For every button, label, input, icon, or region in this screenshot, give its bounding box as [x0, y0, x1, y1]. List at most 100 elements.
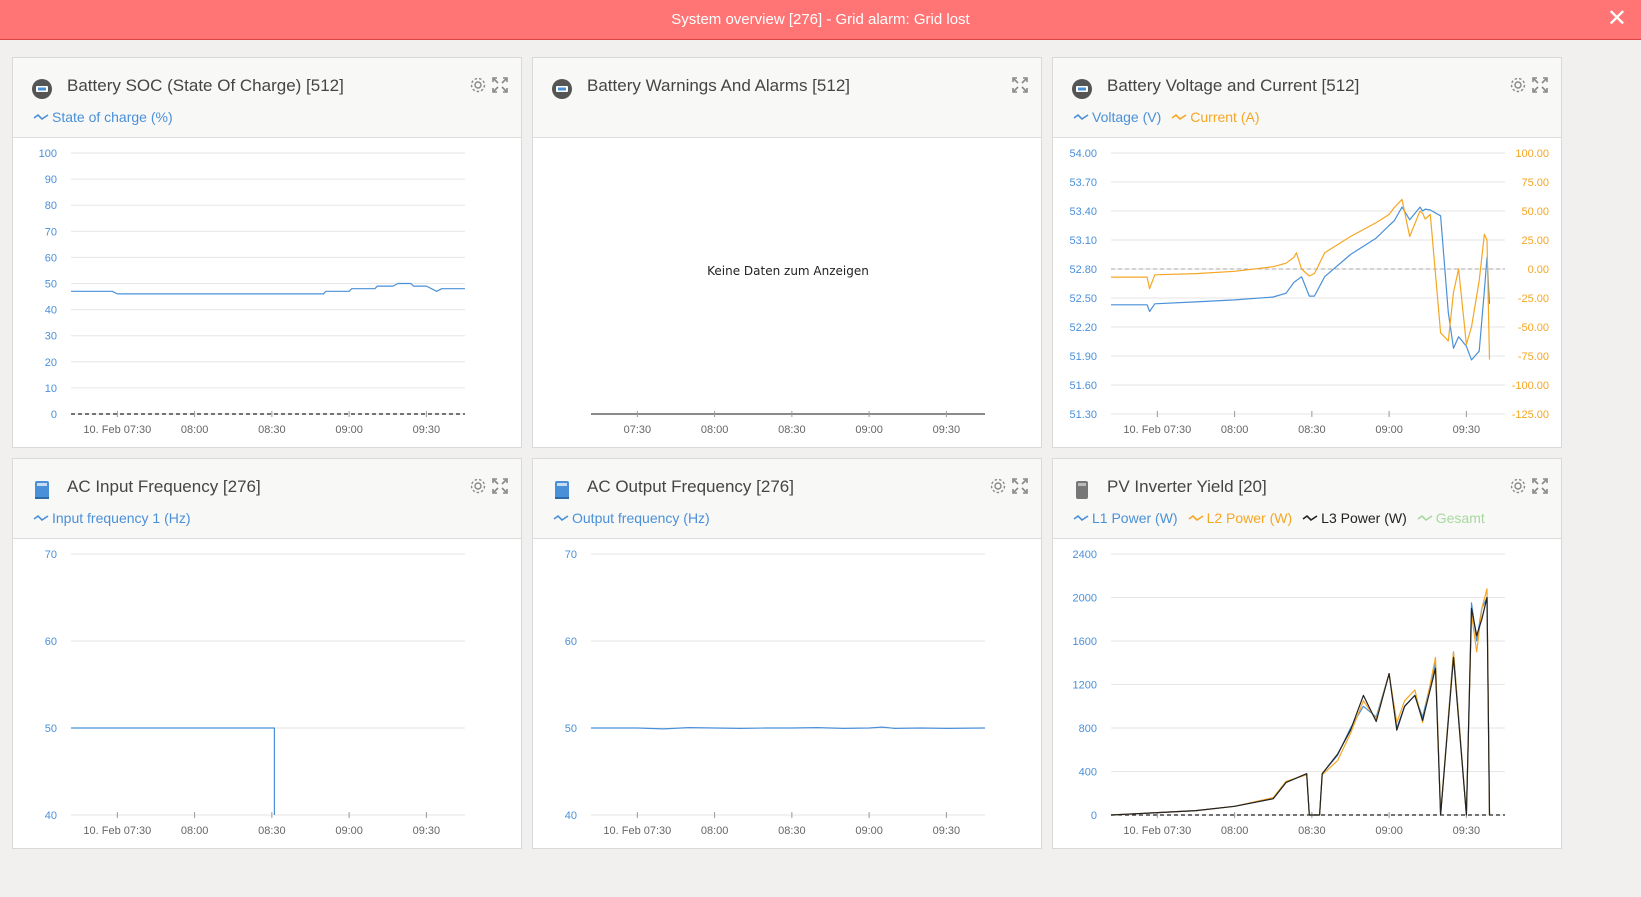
x-tick-label: 10. Feb 07:30 — [83, 825, 151, 837]
y-tick-label: 51.30 — [1069, 409, 1097, 421]
x-tick-label: 09:00 — [335, 825, 363, 837]
y2-tick-label: 0.00 — [1528, 264, 1549, 276]
y-tick-label: 53.10 — [1069, 235, 1097, 247]
battery-icon — [1071, 78, 1093, 100]
legend-item[interactable]: Current (A) — [1171, 109, 1260, 125]
legend-item[interactable]: Voltage (V) — [1073, 109, 1161, 125]
legend-label: Current (A) — [1190, 109, 1260, 125]
x-tick-label: 09:30 — [1453, 424, 1481, 436]
expand-icon[interactable] — [491, 76, 509, 94]
chart-legend: L1 Power (W) L2 Power (W) L3 Power (W) Gesa… — [1073, 510, 1485, 526]
chart-legend: Input frequency 1 (Hz) — [33, 510, 191, 526]
series-line — [1111, 198, 1491, 360]
widget-tools — [469, 477, 509, 495]
y-tick-label: 40 — [45, 810, 57, 822]
y-tick-label: 30 — [45, 331, 57, 343]
x-tick-label: 08:00 — [701, 825, 729, 837]
x-tick-label: 08:30 — [258, 424, 286, 436]
chart: Keine Daten zum Anzeigen 07:30 08:00 08:30 0… — [591, 264, 985, 436]
legend-item[interactable]: L2 Power (W) — [1188, 510, 1293, 526]
legend-label: L2 Power (W) — [1206, 510, 1293, 526]
widget-title: PV Inverter Yield [20] — [1107, 477, 1267, 496]
y-tick-label: 54.00 — [1069, 148, 1097, 160]
x-tick-label: 08:00 — [181, 424, 209, 436]
widget-tools — [1509, 76, 1549, 94]
x-tick-label: 09:00 — [335, 424, 363, 436]
no-data-message: Keine Daten zum Anzeigen — [707, 264, 869, 278]
close-icon[interactable]: ✕ — [1606, 5, 1627, 32]
series-line — [1111, 206, 1491, 361]
battery-icon — [551, 78, 573, 100]
y-tick-label: 20 — [45, 357, 57, 369]
y-tick-label: 40 — [45, 305, 57, 317]
expand-icon[interactable] — [1011, 477, 1029, 495]
widget-panel: Battery Warnings And Alarms [512] Keine D… — [532, 57, 1042, 448]
expand-icon[interactable] — [1531, 477, 1549, 495]
expand-icon[interactable] — [1011, 76, 1029, 94]
widget-title: AC Input Frequency [276] — [67, 477, 261, 496]
legend-item[interactable]: State of charge (%) — [33, 109, 173, 125]
y-tick-label: 53.40 — [1069, 206, 1097, 218]
y2-tick-label: 50.00 — [1521, 206, 1549, 218]
widget-header: Battery Voltage and Current [512] Voltage… — [1053, 58, 1561, 138]
y2-tick-label: -25.00 — [1518, 293, 1549, 305]
gear-icon[interactable] — [469, 76, 487, 94]
x-tick-label: 08:00 — [701, 424, 729, 436]
widget-header: Battery SOC (State Of Charge) [512] State… — [13, 58, 521, 138]
chart-legend: Voltage (V) Current (A) — [1073, 109, 1260, 125]
y-tick-label: 2000 — [1073, 593, 1097, 605]
x-tick-label: 10. Feb 07:30 — [83, 424, 151, 436]
y-tick-label: 53.70 — [1069, 177, 1097, 189]
legend-label: Input frequency 1 (Hz) — [52, 510, 191, 526]
legend-item[interactable]: Output frequency (Hz) — [553, 510, 710, 526]
pv-inverter-icon — [1071, 479, 1093, 501]
y-tick-label: 70 — [45, 226, 57, 238]
legend-label: Gesamt — [1435, 510, 1485, 526]
y2-tick-label: -125.00 — [1512, 409, 1549, 421]
legend-item[interactable]: Input frequency 1 (Hz) — [33, 510, 191, 526]
x-tick-label: 09:30 — [933, 424, 961, 436]
y2-tick-label: 75.00 — [1521, 177, 1549, 189]
y-tick-label: 40 — [565, 810, 577, 822]
widget-tools — [989, 477, 1029, 495]
series-line — [591, 726, 986, 730]
y-tick-label: 70 — [565, 549, 577, 561]
series-line — [71, 282, 465, 295]
x-tick-label: 09:30 — [933, 825, 961, 837]
y-tick-label: 800 — [1079, 723, 1097, 735]
y2-tick-label: 100.00 — [1515, 148, 1549, 160]
widget-header: PV Inverter Yield [20] L1 Power (W) L2 Pow… — [1053, 459, 1561, 539]
x-tick-label: 09:30 — [413, 424, 441, 436]
gear-icon[interactable] — [989, 477, 1007, 495]
legend-label: L1 Power (W) — [1092, 510, 1178, 526]
y-tick-label: 50 — [45, 723, 57, 735]
x-tick-label: 10. Feb 07:30 — [1123, 825, 1191, 837]
x-tick-label: 08:00 — [1221, 825, 1249, 837]
legend-item[interactable]: Gesamt — [1417, 510, 1485, 526]
x-tick-label: 08:30 — [1298, 424, 1326, 436]
legend-item[interactable]: L1 Power (W) — [1073, 510, 1178, 526]
expand-icon[interactable] — [1531, 76, 1549, 94]
y2-tick-label: -100.00 — [1512, 380, 1549, 392]
gear-icon[interactable] — [469, 477, 487, 495]
legend-item[interactable]: L3 Power (W) — [1302, 510, 1407, 526]
x-tick-label: 08:30 — [778, 424, 806, 436]
widget-panel: Battery Voltage and Current [512] Voltage… — [1052, 57, 1562, 448]
y-tick-label: 0 — [1091, 810, 1097, 822]
x-tick-label: 09:30 — [413, 825, 441, 837]
widget-tools — [469, 76, 509, 94]
inverter-icon — [31, 479, 53, 501]
y-tick-label: 50 — [45, 279, 57, 291]
y-tick-label: 51.60 — [1069, 380, 1097, 392]
gear-icon[interactable] — [1509, 76, 1527, 94]
y2-tick-label: 25.00 — [1521, 235, 1549, 247]
legend-label: Voltage (V) — [1092, 109, 1162, 125]
y-tick-label: 100 — [39, 148, 57, 160]
gear-icon[interactable] — [1509, 477, 1527, 495]
legend-label: Output frequency (Hz) — [572, 510, 710, 526]
x-tick-label: 08:30 — [778, 825, 806, 837]
expand-icon[interactable] — [491, 477, 509, 495]
widget-panel: PV Inverter Yield [20] L1 Power (W) L2 Pow… — [1052, 458, 1562, 849]
y-tick-label: 50 — [565, 723, 577, 735]
y2-tick-label: -50.00 — [1518, 322, 1549, 334]
